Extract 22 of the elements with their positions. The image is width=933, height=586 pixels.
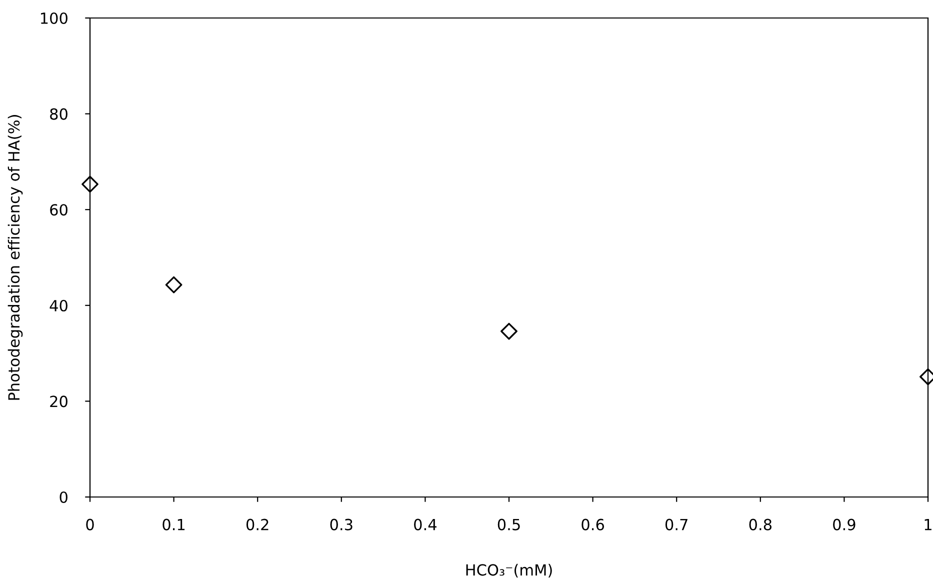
x-tick-label: 0.8 — [749, 518, 772, 530]
x-tick-label: 0.3 — [330, 518, 352, 530]
x-axis-title: HCO₃⁻(mM) — [466, 564, 552, 578]
y-tick-label: 40 — [50, 300, 68, 312]
x-tick-label: 0.4 — [414, 518, 436, 530]
x-tick-label: 0 — [86, 518, 94, 530]
point — [500, 322, 518, 340]
x-tick-label: 0.9 — [833, 518, 856, 530]
y-tick-label: 0 — [60, 491, 68, 504]
point — [82, 176, 98, 193]
x-tick-label: 0.5 — [498, 518, 520, 530]
y-tick-label: 80 — [50, 108, 68, 120]
x-tick-label: 0.7 — [665, 518, 688, 530]
x-tick-label: 0.2 — [246, 518, 268, 530]
point — [165, 276, 182, 294]
x-tick-label: 0.6 — [582, 518, 604, 530]
y-axis-title: Photodegradation efficiency of HA(%) — [8, 115, 23, 400]
x-tick-label: 1 — [924, 519, 932, 530]
y-tick-label: 60 — [50, 204, 68, 216]
x-tick-label: 0.1 — [162, 518, 185, 530]
y-tick-label: 100 — [40, 12, 68, 24]
y-tick-label: 20 — [50, 396, 68, 408]
